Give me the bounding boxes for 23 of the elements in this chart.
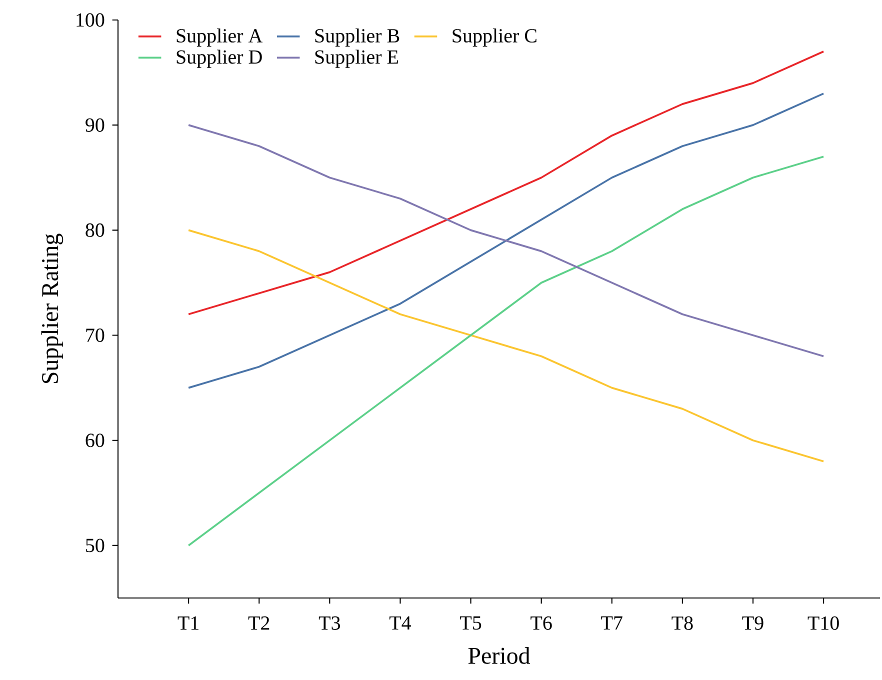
- legend-label: Supplier E: [315, 50, 398, 68]
- x-tick-label: T9: [742, 616, 764, 630]
- y-tick-label: 90: [86, 118, 104, 132]
- x-tick-label: T6: [530, 616, 552, 630]
- y-tick-label: 100: [76, 13, 104, 27]
- x-tick-label: T7: [601, 616, 622, 630]
- x-tick-label: T8: [672, 616, 693, 630]
- y-tick-label: 80: [86, 223, 104, 237]
- y-tick-label: 60: [86, 434, 104, 448]
- y-axis-title: Supplier Rating: [41, 234, 64, 384]
- x-axis-title: Period: [468, 647, 530, 664]
- x-tick-label: T10: [808, 616, 839, 630]
- legend-label: Supplier D: [176, 50, 262, 68]
- x-tick-label: T2: [248, 616, 270, 630]
- x-tick-label: T1: [178, 616, 198, 630]
- x-tick-label: T3: [318, 616, 340, 630]
- x-tick-label: T5: [460, 616, 482, 630]
- legend-label: Supplier C: [452, 28, 536, 47]
- legend-label: Supplier B: [315, 28, 400, 47]
- legend-label: Supplier A: [176, 28, 263, 47]
- y-tick-label: 70: [86, 328, 104, 342]
- y-tick-label: 50: [86, 538, 104, 552]
- x-tick-label: T4: [389, 616, 412, 630]
